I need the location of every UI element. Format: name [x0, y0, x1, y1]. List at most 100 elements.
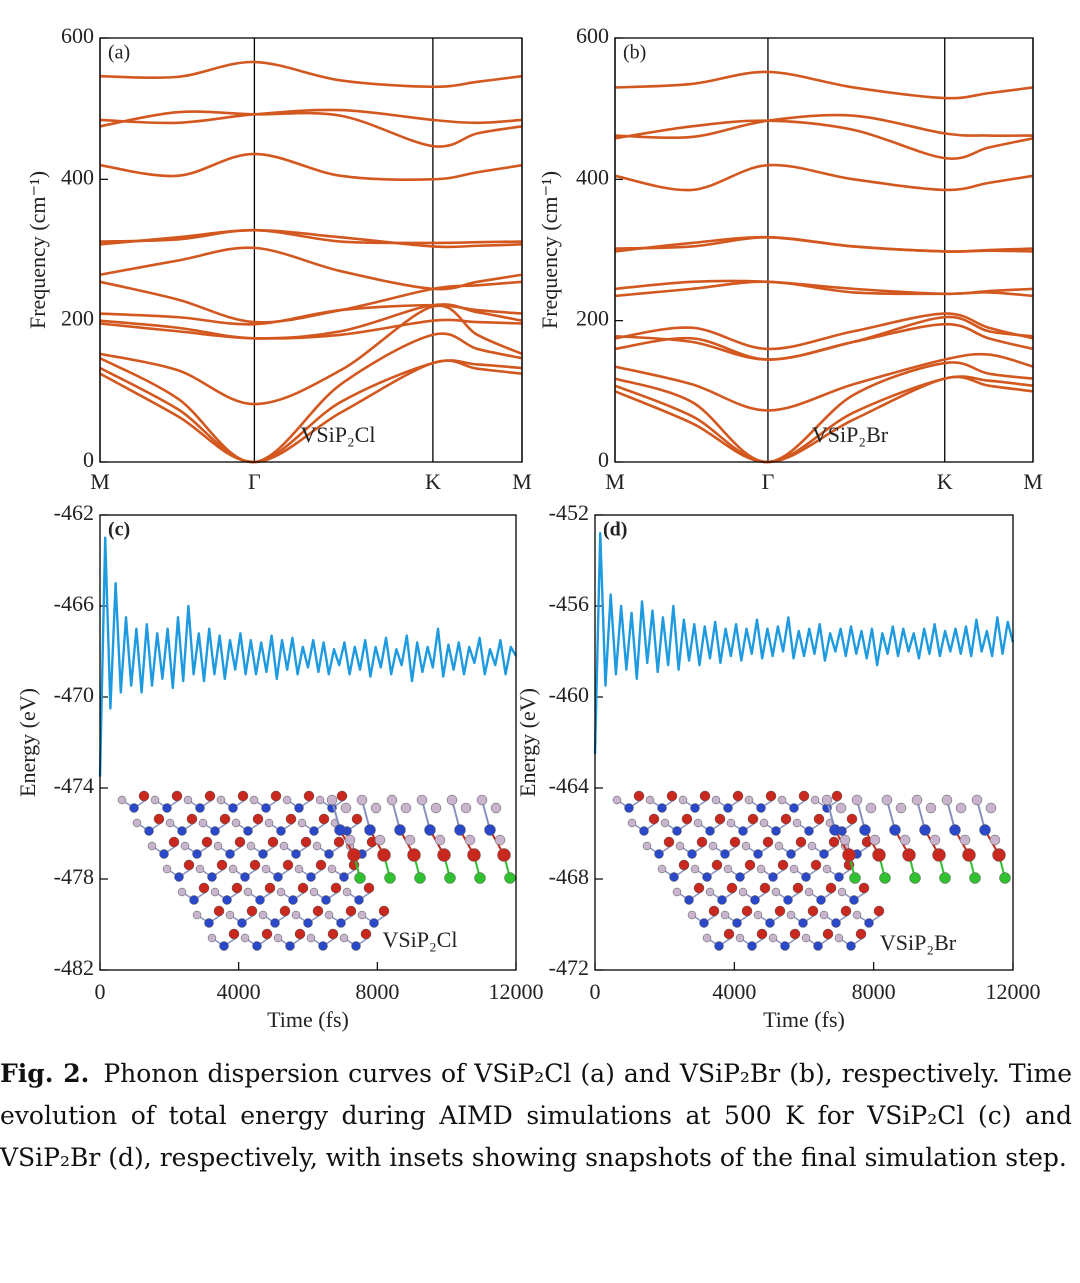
atom: [714, 941, 724, 951]
atom: [738, 887, 748, 897]
x-tick-label: 4000: [712, 979, 756, 1004]
atom: [702, 872, 712, 882]
atom: [681, 813, 693, 825]
atom: [645, 795, 655, 805]
atom: [324, 910, 334, 920]
atom: [971, 794, 983, 806]
atom: [231, 818, 241, 828]
atom: [723, 864, 733, 874]
panel-label: (a): [108, 42, 130, 64]
atom: [264, 818, 274, 828]
atom: [738, 826, 748, 836]
atom: [374, 834, 386, 846]
y-tick-label: 200: [576, 306, 609, 331]
x-axis-title: Time (fs): [763, 1007, 845, 1032]
atom: [711, 859, 723, 871]
atom: [879, 872, 891, 884]
data-line: [99, 303, 523, 340]
atom: [326, 794, 338, 806]
atom: [249, 795, 259, 805]
y-tick-label: 400: [61, 164, 94, 189]
structure-inset: [117, 790, 516, 951]
atom: [834, 872, 844, 882]
atom: [657, 803, 667, 813]
atom: [303, 790, 315, 802]
atom: [829, 824, 841, 836]
atom: [813, 813, 825, 825]
atom: [207, 872, 217, 882]
atom: [726, 882, 738, 894]
atom: [869, 834, 881, 846]
atom: [693, 882, 705, 894]
x-axis-title: Time (fs): [267, 1007, 349, 1032]
atom: [708, 841, 718, 851]
atom: [732, 918, 742, 928]
data-line: [614, 361, 1034, 464]
atom: [237, 918, 247, 928]
atom: [288, 895, 298, 905]
atom: [213, 905, 225, 917]
atom: [446, 794, 458, 806]
atom: [828, 836, 840, 848]
atom: [351, 813, 363, 825]
y-tick-label: -478: [54, 864, 94, 889]
atom: [959, 834, 971, 846]
atom: [363, 882, 375, 894]
atom: [744, 859, 756, 871]
atom: [839, 834, 851, 846]
data-line: [99, 359, 523, 464]
atom: [624, 803, 634, 813]
atom: [297, 882, 309, 894]
x-tick-label: M: [90, 469, 110, 494]
atom: [690, 864, 700, 874]
atom: [270, 918, 280, 928]
atom: [354, 895, 364, 905]
atom: [129, 803, 139, 813]
data-line: [99, 60, 523, 89]
atom: [774, 905, 786, 917]
atom: [297, 818, 307, 828]
atom: [171, 790, 183, 802]
y-tick-label: 200: [61, 306, 94, 331]
atom: [642, 841, 652, 851]
atom: [744, 795, 754, 805]
atom: [291, 849, 301, 859]
panel: 0 200 400 600 M Γ K M (b) VSiP₂Br Frequency (cm⁻¹): [537, 23, 1043, 494]
atom: [414, 872, 426, 884]
atom: [720, 849, 730, 859]
x-tick-label: 8000: [852, 979, 896, 1004]
data-line: [99, 280, 523, 324]
atom: [801, 872, 811, 882]
y-tick-label: -470: [54, 682, 94, 707]
atom: [437, 848, 451, 862]
data-line: [614, 113, 1034, 140]
atom: [360, 928, 372, 940]
data-line: [593, 532, 1015, 754]
atom: [264, 882, 276, 894]
atom: [195, 864, 205, 874]
atom: [340, 802, 352, 814]
atom: [294, 864, 304, 874]
atom: [864, 918, 874, 928]
x-tick-label: 4000: [217, 979, 261, 1004]
atom: [273, 933, 283, 943]
atom: [919, 824, 931, 836]
atom: [750, 895, 760, 905]
atom: [474, 872, 486, 884]
x-tick-label: K: [937, 469, 953, 494]
atom: [333, 836, 345, 848]
atom: [899, 834, 911, 846]
atom: [804, 887, 814, 897]
atom: [339, 872, 349, 882]
atom: [416, 794, 428, 806]
atom: [294, 928, 306, 940]
y-tick-label: -456: [549, 591, 589, 616]
atom: [786, 910, 796, 920]
data-line: [99, 359, 523, 464]
atom: [246, 905, 258, 917]
panel-label: (b): [623, 42, 646, 64]
atom: [270, 790, 282, 802]
atom: [774, 841, 784, 851]
atom: [872, 848, 886, 862]
y-tick-label: -482: [54, 955, 94, 980]
